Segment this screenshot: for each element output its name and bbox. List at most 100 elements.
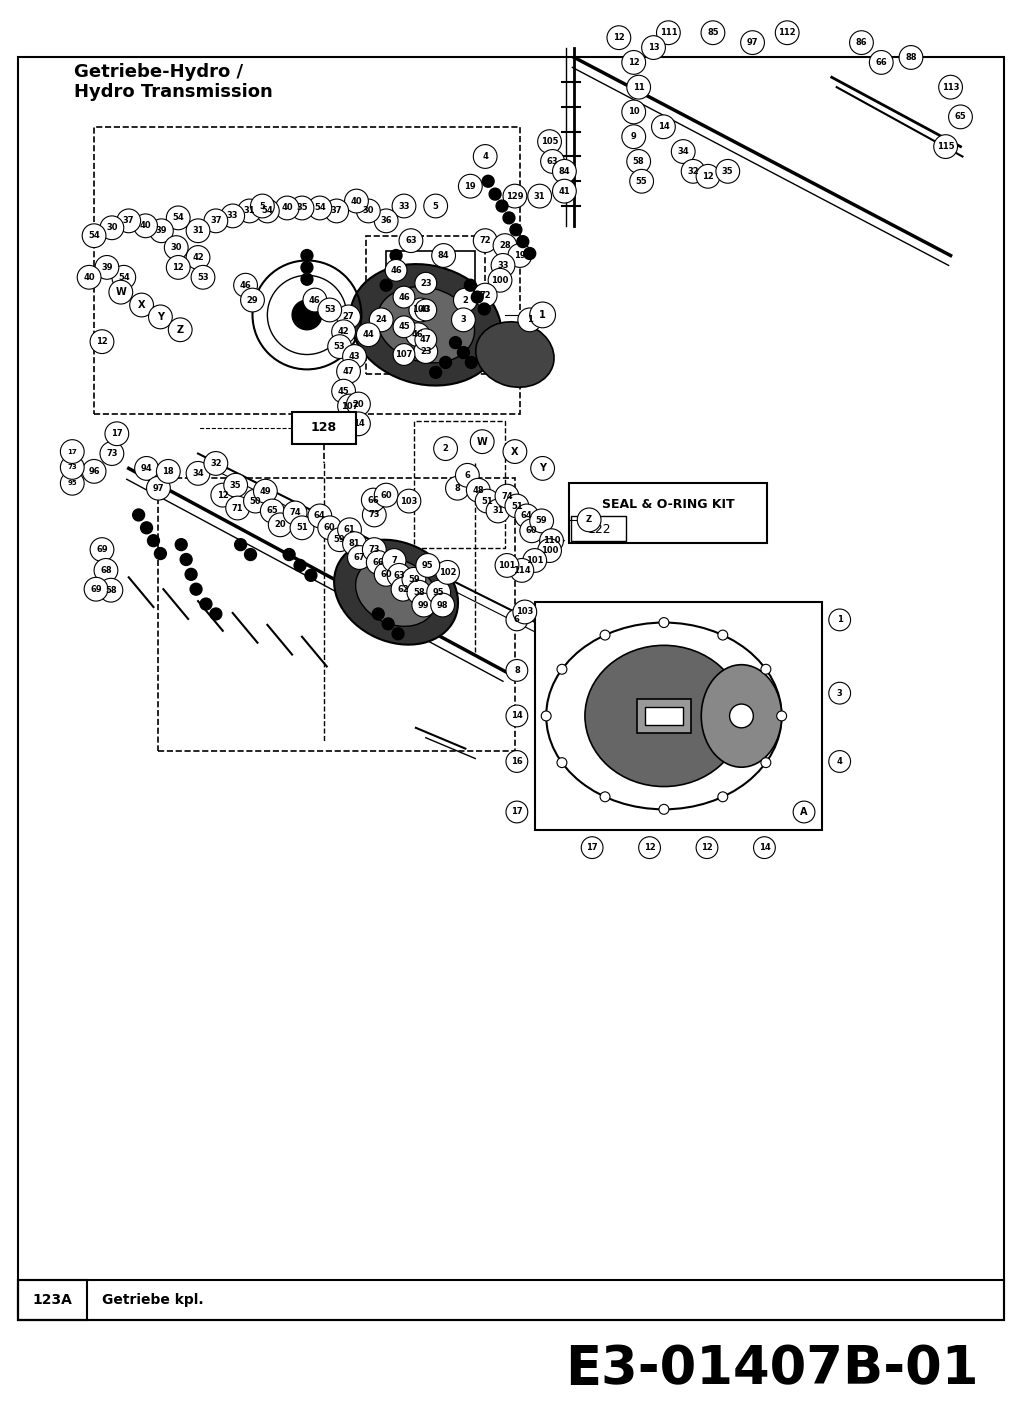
Circle shape xyxy=(478,303,490,315)
Text: 63: 63 xyxy=(547,156,558,166)
Text: 60: 60 xyxy=(324,523,335,533)
Text: 1: 1 xyxy=(540,310,546,320)
Text: 95: 95 xyxy=(67,480,77,486)
Text: 12: 12 xyxy=(172,263,184,271)
Circle shape xyxy=(697,837,718,858)
Circle shape xyxy=(718,630,728,639)
Text: 97: 97 xyxy=(153,483,164,493)
Text: 29: 29 xyxy=(247,296,258,304)
Circle shape xyxy=(415,273,437,294)
Circle shape xyxy=(538,129,561,153)
Text: 19: 19 xyxy=(514,252,525,260)
Text: 31: 31 xyxy=(244,206,255,216)
Circle shape xyxy=(382,549,406,573)
Circle shape xyxy=(343,531,366,556)
Text: 46: 46 xyxy=(309,296,321,304)
Text: 123A: 123A xyxy=(33,1293,72,1307)
Circle shape xyxy=(436,560,459,584)
Text: 12: 12 xyxy=(217,490,229,500)
Circle shape xyxy=(186,462,209,485)
Circle shape xyxy=(948,105,972,129)
Circle shape xyxy=(506,801,527,823)
Text: 14: 14 xyxy=(657,122,670,131)
Circle shape xyxy=(375,209,398,233)
Circle shape xyxy=(130,293,154,317)
Text: 88: 88 xyxy=(905,53,916,63)
Text: 35: 35 xyxy=(296,203,308,213)
Circle shape xyxy=(149,306,172,328)
Text: 53: 53 xyxy=(324,306,335,314)
Circle shape xyxy=(336,306,360,328)
Circle shape xyxy=(541,710,551,720)
Circle shape xyxy=(211,483,234,507)
Circle shape xyxy=(520,519,544,543)
Text: 54: 54 xyxy=(88,232,100,240)
Circle shape xyxy=(392,628,404,639)
Circle shape xyxy=(186,219,209,243)
Circle shape xyxy=(393,315,415,338)
Bar xyxy=(570,483,768,543)
Circle shape xyxy=(325,199,349,223)
Circle shape xyxy=(399,229,423,253)
Circle shape xyxy=(90,537,114,561)
Circle shape xyxy=(482,175,494,188)
Text: 8: 8 xyxy=(454,483,460,493)
Text: 12: 12 xyxy=(644,843,655,853)
Text: 59: 59 xyxy=(408,576,420,584)
Circle shape xyxy=(466,479,490,502)
Circle shape xyxy=(407,580,430,604)
Circle shape xyxy=(150,219,173,243)
Circle shape xyxy=(181,554,192,566)
Circle shape xyxy=(105,422,129,446)
Circle shape xyxy=(581,837,603,858)
Circle shape xyxy=(361,489,385,512)
Text: 6: 6 xyxy=(464,470,471,480)
Circle shape xyxy=(356,199,380,223)
Text: 44: 44 xyxy=(362,330,375,340)
Text: 84: 84 xyxy=(558,166,571,176)
Circle shape xyxy=(83,459,106,483)
Text: 17: 17 xyxy=(67,449,77,455)
Text: 94: 94 xyxy=(140,463,153,473)
Circle shape xyxy=(457,347,470,358)
Text: 100: 100 xyxy=(412,306,429,314)
Text: 47: 47 xyxy=(343,367,354,377)
Circle shape xyxy=(486,499,510,523)
Text: X: X xyxy=(138,300,146,310)
Text: 8: 8 xyxy=(514,666,520,675)
Text: 32: 32 xyxy=(687,166,699,176)
Text: 12: 12 xyxy=(701,843,713,853)
Circle shape xyxy=(221,205,245,227)
Bar xyxy=(535,603,821,830)
Circle shape xyxy=(458,175,482,198)
Text: 53: 53 xyxy=(333,342,346,351)
Circle shape xyxy=(761,757,771,767)
Circle shape xyxy=(331,379,355,404)
Ellipse shape xyxy=(356,558,437,627)
Circle shape xyxy=(433,436,457,460)
Text: 3: 3 xyxy=(837,689,842,698)
Text: 12: 12 xyxy=(613,33,624,43)
Bar xyxy=(572,516,625,540)
Text: 128: 128 xyxy=(311,421,336,435)
Circle shape xyxy=(517,236,528,247)
Text: 65: 65 xyxy=(266,506,279,516)
Circle shape xyxy=(939,75,963,99)
Text: W: W xyxy=(116,287,126,297)
Circle shape xyxy=(240,288,264,313)
Circle shape xyxy=(681,159,705,183)
Circle shape xyxy=(474,229,497,253)
Text: 1: 1 xyxy=(526,315,533,324)
Text: 101: 101 xyxy=(498,561,516,570)
Circle shape xyxy=(276,196,299,220)
Text: 42: 42 xyxy=(337,327,350,337)
Circle shape xyxy=(672,139,696,163)
Circle shape xyxy=(362,537,386,561)
Circle shape xyxy=(305,570,317,581)
Text: 67: 67 xyxy=(354,553,365,563)
Circle shape xyxy=(829,682,850,703)
Circle shape xyxy=(391,577,415,601)
Circle shape xyxy=(465,357,477,368)
Circle shape xyxy=(254,479,278,503)
Circle shape xyxy=(390,250,402,261)
